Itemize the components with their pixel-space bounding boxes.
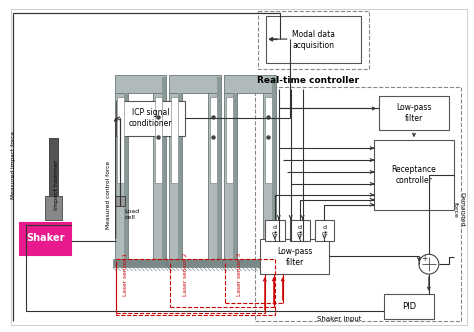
Bar: [49, 138, 58, 200]
Bar: [258, 11, 369, 69]
Text: Laser sensor 3: Laser sensor 3: [237, 252, 243, 296]
Text: Impact hammer: Impact hammer: [54, 160, 59, 210]
Text: PID: PID: [402, 302, 416, 311]
Text: Demanded
force: Demanded force: [453, 192, 464, 227]
Bar: [169, 75, 221, 93]
Bar: [315, 219, 335, 241]
Text: Measured control force: Measured control force: [106, 161, 111, 229]
Text: Shaker input: Shaker input: [317, 316, 362, 322]
Text: Modal data
acquisition: Modal data acquisition: [292, 30, 335, 49]
Text: Laser sensor 2: Laser sensor 2: [183, 252, 188, 296]
Bar: [384, 294, 434, 319]
Bar: [255, 87, 461, 321]
Bar: [263, 93, 276, 259]
Text: Load
cell: Load cell: [125, 209, 140, 220]
Bar: [265, 219, 285, 241]
Bar: [272, 93, 276, 259]
Bar: [115, 93, 128, 259]
Bar: [233, 93, 237, 259]
Bar: [45, 196, 62, 219]
Bar: [163, 93, 166, 259]
Text: +: +: [421, 254, 427, 263]
Bar: [222, 259, 278, 267]
Bar: [155, 97, 163, 183]
Text: Low-pass
filter: Low-pass filter: [277, 247, 312, 267]
Bar: [374, 140, 454, 209]
Text: d
dt: d dt: [272, 225, 278, 236]
Bar: [217, 77, 221, 93]
Bar: [113, 259, 168, 267]
Bar: [266, 16, 361, 63]
Text: Shaker: Shaker: [26, 233, 64, 243]
Bar: [116, 101, 185, 136]
Bar: [260, 239, 329, 274]
Bar: [19, 221, 71, 255]
Bar: [226, 97, 233, 183]
Bar: [272, 77, 276, 93]
Text: d
dt: d dt: [321, 225, 328, 236]
Bar: [115, 75, 166, 93]
Bar: [117, 97, 124, 183]
Bar: [115, 196, 125, 206]
Text: Receptance
controller: Receptance controller: [392, 165, 437, 185]
Text: Measured impact force: Measured impact force: [11, 131, 16, 199]
Bar: [210, 97, 217, 183]
Bar: [154, 93, 166, 259]
Bar: [178, 93, 182, 259]
Bar: [224, 93, 237, 259]
Bar: [217, 93, 221, 259]
Bar: [167, 259, 223, 267]
Text: Low-pass
filter: Low-pass filter: [396, 103, 432, 123]
Text: ICP signal
conditioner: ICP signal conditioner: [129, 108, 172, 128]
Text: Real-time controller: Real-time controller: [257, 76, 359, 85]
Bar: [265, 97, 272, 183]
Bar: [224, 75, 276, 93]
Text: d
dt: d dt: [296, 225, 303, 236]
Bar: [208, 93, 221, 259]
Bar: [172, 97, 178, 183]
Bar: [169, 93, 182, 259]
Text: Laser sensor 1: Laser sensor 1: [123, 253, 128, 296]
Bar: [379, 96, 449, 130]
Bar: [290, 219, 310, 241]
Bar: [124, 93, 128, 259]
Bar: [163, 77, 166, 93]
